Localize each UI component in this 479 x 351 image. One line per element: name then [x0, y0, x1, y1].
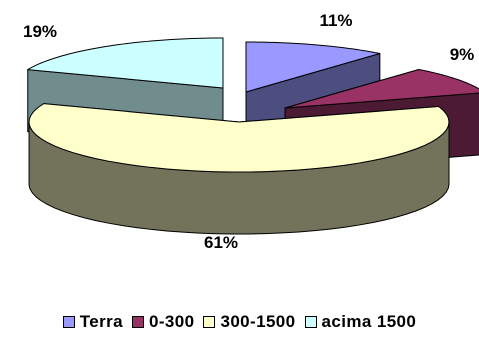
pie-data-labels: 11% 9% 61% 19% [23, 11, 474, 252]
data-label-terra: 11% [319, 11, 352, 30]
legend-label-0-300: 0-300 [148, 312, 195, 331]
slice-top-300-1500 [28, 103, 450, 173]
legend-item-300-1500: 300-1500 [203, 312, 295, 332]
legend-swatch-0-300 [131, 316, 144, 328]
pie-slice-300-1500 [28, 103, 450, 235]
pie-slices [27, 37, 479, 235]
data-label-300-1500: 61% [204, 233, 238, 252]
legend-label-300-1500: 300-1500 [220, 312, 296, 331]
slice-top-acima-1500 [27, 37, 224, 89]
legend-label-terra: Terra [79, 312, 123, 331]
legend-item-acima-1500: acima 1500 [304, 312, 417, 332]
data-label-acima-1500: 19% [23, 22, 57, 41]
slice-top-0-300 [284, 68, 479, 109]
data-label-0-300: 9% [450, 45, 475, 64]
legend-swatch-300-1500 [203, 316, 216, 328]
legend-item-0-300: 0-300 [131, 312, 195, 332]
legend-swatch-terra [62, 316, 75, 328]
legend-swatch-acima-1500 [304, 316, 317, 328]
slice-top-terra [245, 41, 381, 93]
legend-item-terra: Terra [62, 312, 123, 332]
chart-legend: Terra 0-300 300-1500 acima 1500 [0, 312, 479, 332]
legend-label-acima-1500: acima 1500 [321, 312, 417, 331]
